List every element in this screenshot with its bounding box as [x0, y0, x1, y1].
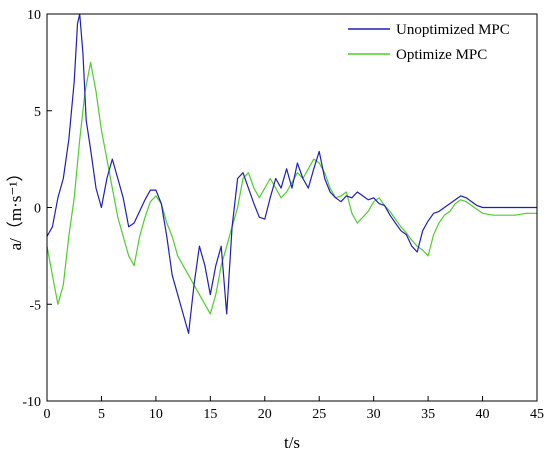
y-tick-label: -10 [22, 395, 41, 410]
plot-area [47, 14, 537, 334]
x-tick-label: 5 [98, 407, 105, 422]
x-tick-label: 45 [530, 407, 544, 422]
x-tick-label: 40 [476, 407, 490, 422]
x-tick-label: 25 [312, 407, 326, 422]
y-tick-label: 0 [34, 202, 41, 217]
legend-label: Optimize MPC [396, 47, 487, 63]
x-tick-label: 15 [203, 407, 217, 422]
series-line-optimize-mpc [47, 61, 537, 315]
x-tick-label: 35 [421, 407, 435, 422]
y-axis-title: a/（m·s⁻¹） [6, 165, 25, 251]
legend: Unoptimized MPC Optimize MPC [348, 22, 510, 63]
y-tick-label: 5 [34, 105, 41, 120]
x-tick-label: 0 [44, 407, 51, 422]
x-tick-label: 10 [149, 407, 163, 422]
x-tick-label: 20 [258, 407, 272, 422]
x-tick-label: 30 [367, 407, 381, 422]
legend-label: Unoptimized MPC [396, 22, 510, 38]
axis-ticks: 0 5 10 15 20 25 30 35 40 45 -10 -5 0 5 10 [22, 8, 544, 422]
x-axis-title: t/s [284, 433, 300, 452]
series-line-unoptimized-mpc [47, 14, 537, 334]
y-tick-label: 10 [27, 8, 41, 23]
plot-frame [46, 13, 538, 402]
y-tick-label: -5 [29, 298, 41, 313]
